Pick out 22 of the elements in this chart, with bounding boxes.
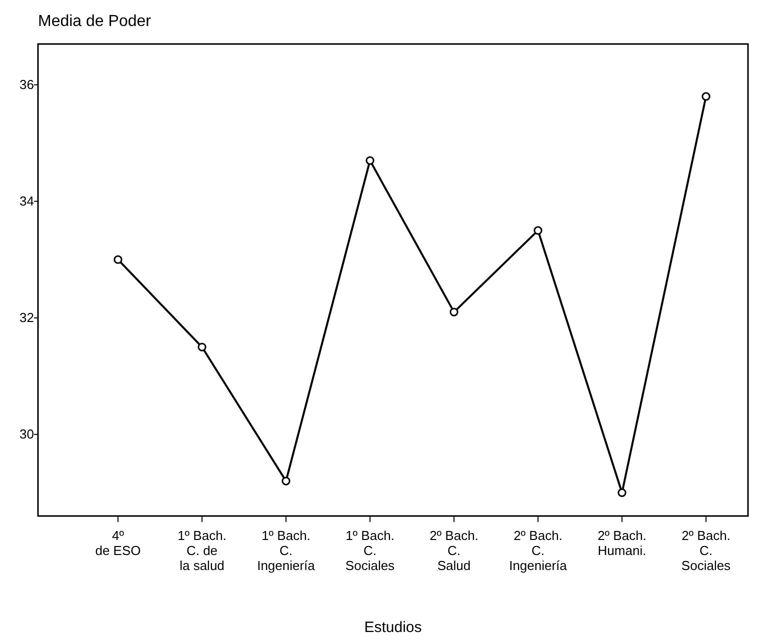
point (366, 156, 374, 165)
x-tick-label: 2º Bach. C. Salud (430, 528, 478, 573)
x-tick-label: 4º de ESO (95, 528, 141, 558)
point (198, 342, 206, 352)
point (450, 308, 458, 316)
chart-title: Media de Poder (38, 13, 152, 30)
y-tick-label: 32 (20, 310, 34, 326)
x-axis-title: Estudios (364, 619, 422, 636)
x-tick-label: 1º Bach. C. Ingeniería (257, 528, 316, 573)
point (534, 226, 542, 235)
point (114, 255, 122, 264)
y-tick-label: 30 (20, 426, 34, 442)
x-tick-label: 2º Bach. C. Sociales (681, 528, 732, 573)
point (618, 488, 626, 497)
x-tick-label: 2º Bach. C. Ingeniería (509, 528, 568, 573)
x-tick-label: 2º Bach. Humani. (598, 528, 646, 558)
point (702, 92, 710, 101)
x-tick-label: 1º Bach. C. Sociales (345, 528, 396, 573)
x-tick-label: 1º Bach. C. de la salud (178, 528, 226, 573)
point (282, 476, 290, 486)
y-tick-label: 34 (20, 193, 34, 208)
y-tick-label: 36 (20, 76, 34, 92)
